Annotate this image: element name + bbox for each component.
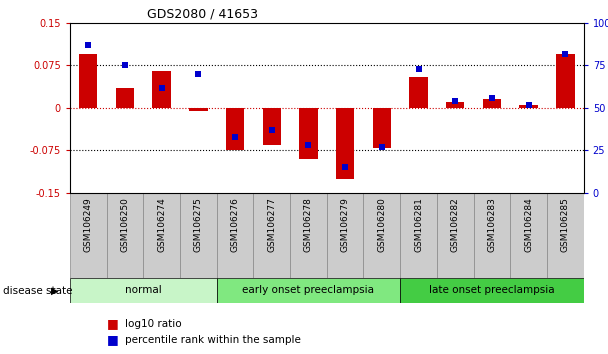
Text: GSM106283: GSM106283 bbox=[488, 197, 497, 252]
Bar bbox=[373, 108, 391, 148]
Bar bbox=[70, 193, 106, 278]
Text: percentile rank within the sample: percentile rank within the sample bbox=[125, 335, 300, 345]
Bar bbox=[290, 193, 327, 278]
Bar bbox=[474, 193, 510, 278]
Text: normal: normal bbox=[125, 285, 162, 295]
Bar bbox=[180, 193, 216, 278]
Bar bbox=[437, 193, 474, 278]
Text: late onset preeclampsia: late onset preeclampsia bbox=[429, 285, 554, 295]
Bar bbox=[400, 193, 437, 278]
Text: ▶: ▶ bbox=[51, 286, 58, 296]
Bar bbox=[216, 193, 254, 278]
Bar bbox=[143, 193, 180, 278]
Text: ■: ■ bbox=[106, 333, 118, 346]
Bar bbox=[216, 278, 400, 303]
Bar bbox=[254, 193, 290, 278]
Text: GSM106281: GSM106281 bbox=[414, 197, 423, 252]
Bar bbox=[336, 108, 354, 179]
Bar bbox=[510, 193, 547, 278]
Text: GSM106275: GSM106275 bbox=[194, 197, 203, 252]
Text: GSM106279: GSM106279 bbox=[340, 197, 350, 252]
Text: GSM106282: GSM106282 bbox=[451, 197, 460, 252]
Bar bbox=[299, 108, 317, 159]
Bar bbox=[400, 278, 584, 303]
Bar bbox=[153, 71, 171, 108]
Bar bbox=[519, 105, 538, 108]
Bar bbox=[547, 193, 584, 278]
Bar bbox=[263, 108, 281, 145]
Bar bbox=[483, 99, 501, 108]
Bar bbox=[116, 88, 134, 108]
Text: GSM106284: GSM106284 bbox=[524, 197, 533, 252]
Text: log10 ratio: log10 ratio bbox=[125, 319, 181, 329]
Bar bbox=[327, 193, 364, 278]
Text: early onset preeclampsia: early onset preeclampsia bbox=[243, 285, 375, 295]
Text: GSM106285: GSM106285 bbox=[561, 197, 570, 252]
Text: disease state: disease state bbox=[3, 286, 72, 296]
Text: GDS2080 / 41653: GDS2080 / 41653 bbox=[147, 7, 258, 21]
Text: GSM106278: GSM106278 bbox=[304, 197, 313, 252]
Text: ■: ■ bbox=[106, 318, 118, 330]
Text: GSM106249: GSM106249 bbox=[84, 197, 93, 252]
Bar bbox=[70, 278, 216, 303]
Text: GSM106274: GSM106274 bbox=[157, 197, 166, 252]
Text: GSM106276: GSM106276 bbox=[230, 197, 240, 252]
Bar bbox=[409, 77, 427, 108]
Bar bbox=[106, 193, 143, 278]
Text: GSM106280: GSM106280 bbox=[378, 197, 386, 252]
Bar bbox=[226, 108, 244, 150]
Bar bbox=[364, 193, 400, 278]
Bar bbox=[556, 54, 575, 108]
Bar bbox=[446, 102, 465, 108]
Bar bbox=[189, 108, 207, 111]
Bar bbox=[79, 54, 97, 108]
Text: GSM106250: GSM106250 bbox=[120, 197, 130, 252]
Text: GSM106277: GSM106277 bbox=[268, 197, 276, 252]
